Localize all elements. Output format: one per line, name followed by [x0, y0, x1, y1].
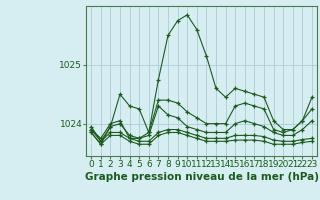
X-axis label: Graphe pression niveau de la mer (hPa): Graphe pression niveau de la mer (hPa): [84, 172, 319, 182]
